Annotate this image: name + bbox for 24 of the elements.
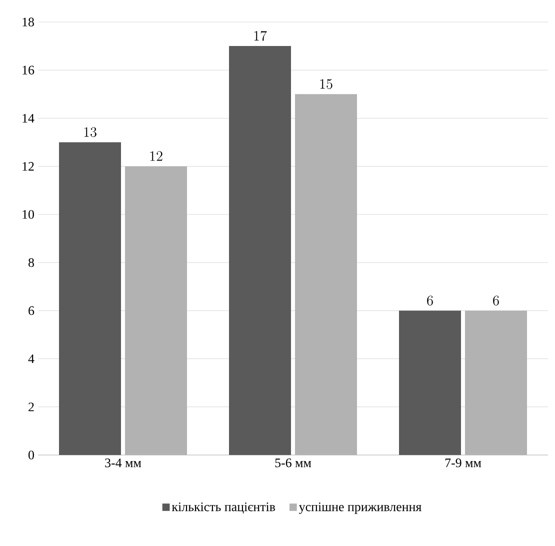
data-label: 6 bbox=[427, 296, 433, 306]
data-label: 15 bbox=[320, 79, 332, 89]
legend-label: кількість пацієнтів bbox=[172, 502, 276, 514]
y-tick-label: 14 bbox=[22, 114, 34, 122]
bar bbox=[59, 142, 121, 455]
y-tick-label: 0 bbox=[28, 450, 34, 460]
y-tick-label: 16 bbox=[22, 66, 34, 74]
y-tick-label: 8 bbox=[28, 258, 34, 267]
y-tick-label: 2 bbox=[28, 402, 34, 412]
data-label: 6 bbox=[493, 296, 499, 306]
data-label: 17 bbox=[254, 30, 267, 41]
x-tick-label: 3-4 мм bbox=[105, 458, 142, 468]
x-tick-label: 7-9 мм bbox=[445, 458, 482, 468]
x-tick-label: 5-6 мм bbox=[275, 458, 312, 468]
y-tick-label: 10 bbox=[22, 210, 34, 219]
y-tick-label: 18 bbox=[22, 18, 34, 26]
bar bbox=[399, 310, 462, 455]
y-tick-label: 12 bbox=[22, 162, 34, 171]
bar bbox=[229, 46, 292, 455]
data-label: 12 bbox=[150, 151, 162, 161]
y-tick-label: 4 bbox=[28, 354, 34, 364]
data-label: 13 bbox=[84, 127, 96, 138]
legend-label: успішне приживлення bbox=[298, 502, 422, 514]
y-tick-label: 6 bbox=[28, 306, 34, 316]
